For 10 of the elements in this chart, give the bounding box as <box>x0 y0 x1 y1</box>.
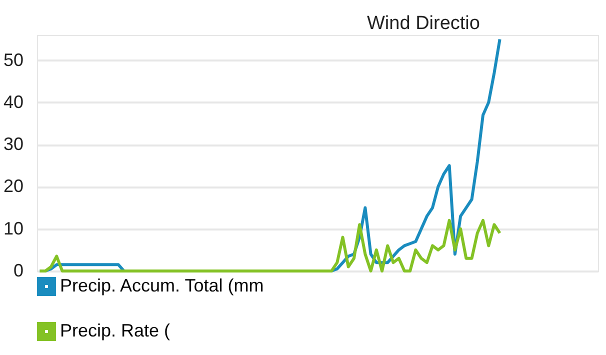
y-tick-label: 10 <box>3 218 24 238</box>
y-tick-label: 0 <box>13 260 24 280</box>
text: Wind Directio <box>367 13 480 34</box>
y-tick-label: 20 <box>3 176 24 196</box>
y-tick-label: 40 <box>3 92 24 112</box>
line-series <box>38 218 502 272</box>
legend-label: Precip. Accum. Total (mm <box>60 276 264 296</box>
y-tick-label: 50 <box>3 50 24 70</box>
legend-label: Precip. Rate ( <box>60 320 170 340</box>
y-tick-label: 30 <box>3 134 24 154</box>
